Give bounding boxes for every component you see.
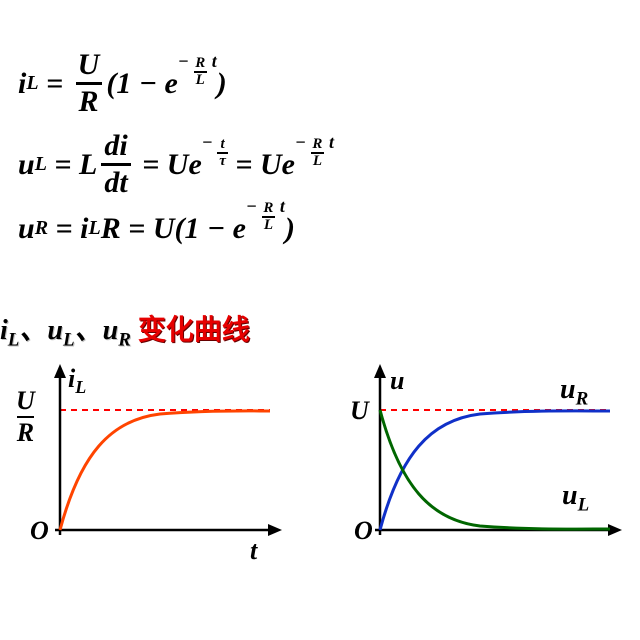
equations-block: iL = U R (1 − e − R L t ) uL = L di dt =… [18, 48, 334, 257]
chart-iL-svg [10, 360, 290, 580]
x-axis-label: t [250, 536, 257, 566]
eq2-exp1: − t τ [202, 132, 228, 169]
eq3-lhs: u [18, 212, 35, 246]
chart-iL: iL U R O t [10, 360, 290, 580]
title-line: iL、uL、uR 变化曲线 [0, 308, 250, 352]
eq1-exp: − R L t [178, 51, 217, 88]
y-axis-arrow-icon [54, 364, 66, 378]
equation-uL: uL = L di dt = Ue − t τ = Ue − R L t [18, 129, 334, 200]
eq3-lhs-sub: R [35, 217, 48, 240]
equation-uR: uR = iL R = U (1 − e − R L t ) [18, 210, 334, 247]
eq2-frac: di dt [101, 129, 130, 200]
eq2-lhs-sub: L [35, 153, 47, 176]
eq2-lhs: u [18, 148, 35, 182]
chart-u: u U O uR uL [330, 360, 610, 580]
eq1-close: ) [217, 67, 227, 101]
label-uR: uR [560, 374, 588, 411]
curve-iL [60, 411, 270, 530]
eq3-exp: − R L t [246, 196, 285, 233]
y-axis-label: u [390, 366, 404, 396]
origin-label: O [354, 516, 373, 546]
y-axis-label: iL [68, 364, 86, 398]
eq1-open: (1 − e [106, 67, 177, 101]
y-frac-label: U R [16, 386, 35, 448]
y-axis-arrow-icon [374, 364, 386, 378]
eq1-frac: U R [75, 48, 103, 119]
equation-iL: iL = U R (1 − e − R L t ) [18, 48, 334, 119]
eq1-lhs-sub: L [26, 72, 38, 95]
origin-label: O [30, 516, 49, 546]
label-uL: uL [562, 480, 589, 517]
y-tick-label: U [350, 396, 369, 426]
title-red: 变化曲线 [138, 315, 250, 346]
eq2-exp2: − R L t [295, 132, 334, 169]
x-axis-arrow-icon [608, 524, 622, 536]
x-axis-arrow-icon [268, 524, 282, 536]
